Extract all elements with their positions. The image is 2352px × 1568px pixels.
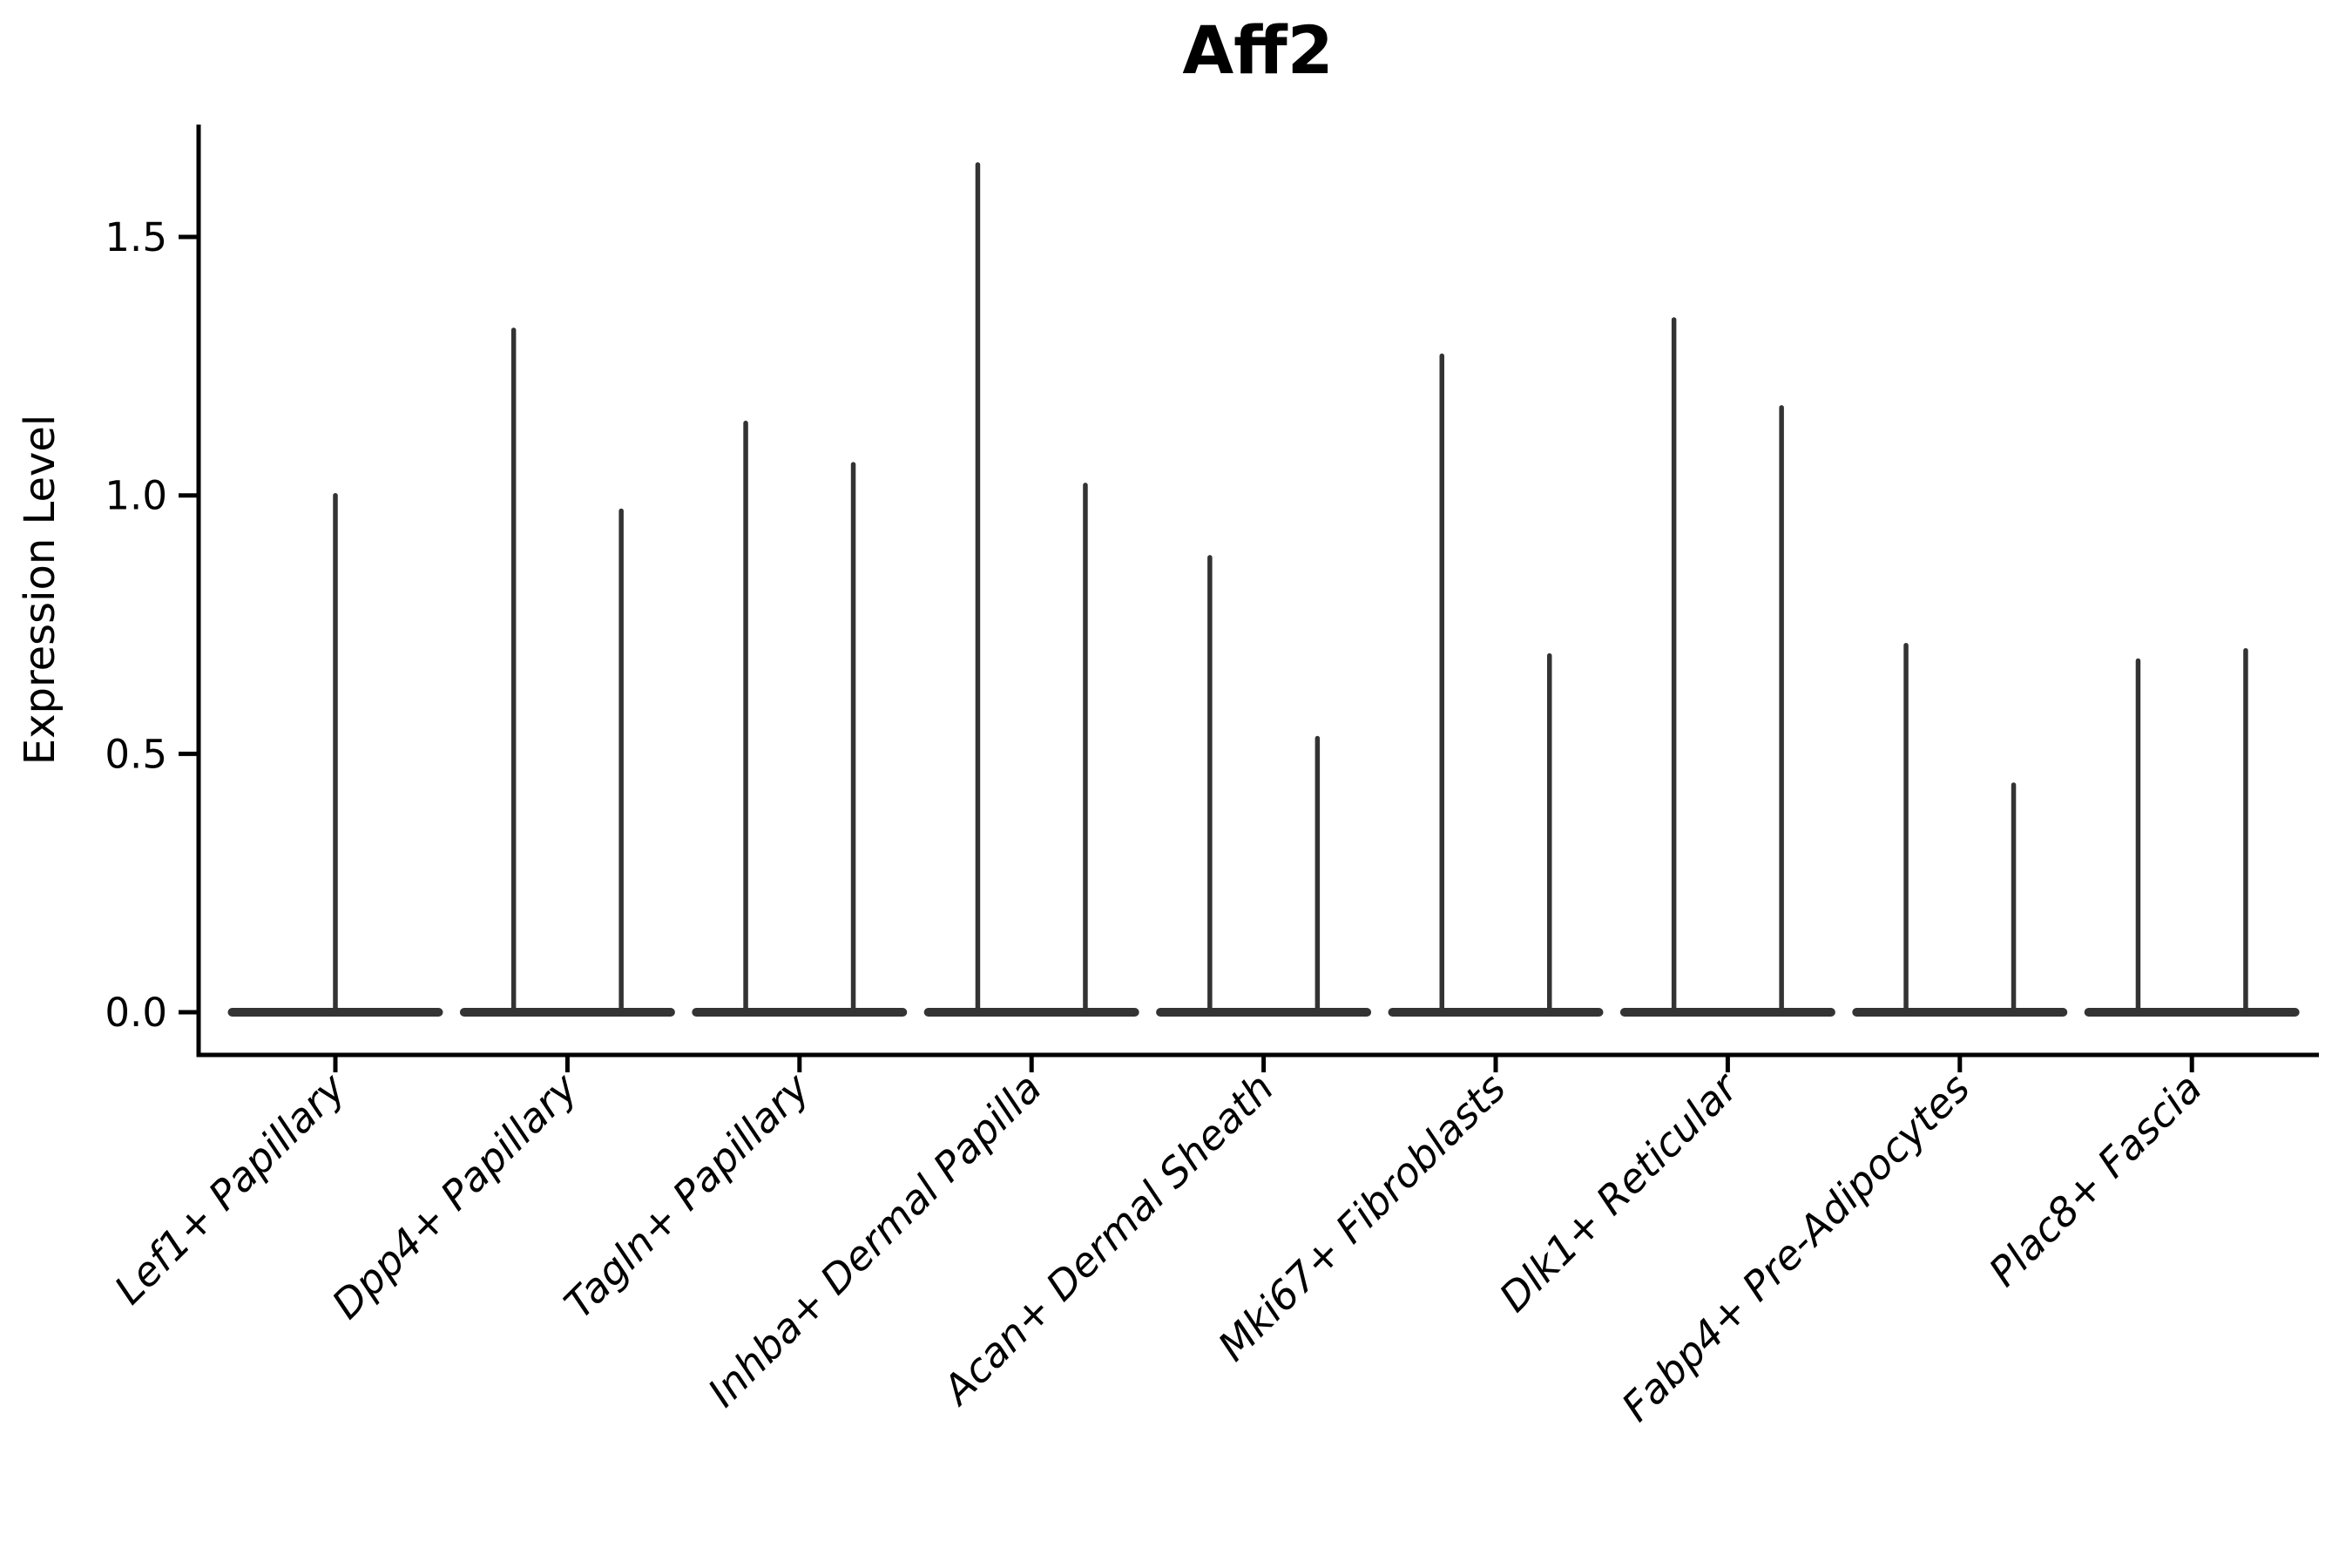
violin-base xyxy=(1619,1008,1835,1017)
x-axis-category-label: Plac8+ Fascia xyxy=(1980,1064,2211,1295)
y-axis-label: Expression Level xyxy=(16,415,64,766)
violin-base xyxy=(2084,1008,2300,1017)
violin-group xyxy=(923,162,1139,1017)
violin-base xyxy=(1852,1008,2068,1017)
violin-group xyxy=(1388,353,1604,1017)
violin-group xyxy=(1852,643,2068,1017)
violin-base xyxy=(459,1008,675,1017)
y-axis: 0.0 0.5 1.0 1.5 xyxy=(105,214,199,1036)
chart-title: Aff2 xyxy=(1182,11,1333,89)
violins-layer xyxy=(227,162,2300,1017)
x-axis-category-label: Lef1+ Papillary xyxy=(105,1064,355,1313)
x-axis-category-label: Tagln+ Papillary xyxy=(555,1064,819,1328)
violin-base xyxy=(1156,1008,1372,1017)
y-tick-label: 1.0 xyxy=(105,473,167,519)
x-axis-category-label: Dpp4+ Papillary xyxy=(323,1064,587,1328)
violin-group xyxy=(1156,555,1372,1017)
x-axis-category-label: Dlk1+ Reticular xyxy=(1490,1062,1749,1321)
violin-base xyxy=(923,1008,1139,1017)
violin-base xyxy=(1388,1008,1604,1017)
y-tick-label: 0.5 xyxy=(105,731,167,777)
violin-group xyxy=(692,420,908,1017)
y-tick-label: 0.0 xyxy=(105,990,167,1036)
y-tick-label: 1.5 xyxy=(105,214,167,260)
violin-group xyxy=(1619,317,1835,1017)
violin-group xyxy=(459,328,675,1017)
violin-base xyxy=(692,1008,908,1017)
violin-group xyxy=(227,492,443,1017)
violin-group xyxy=(2084,647,2300,1017)
